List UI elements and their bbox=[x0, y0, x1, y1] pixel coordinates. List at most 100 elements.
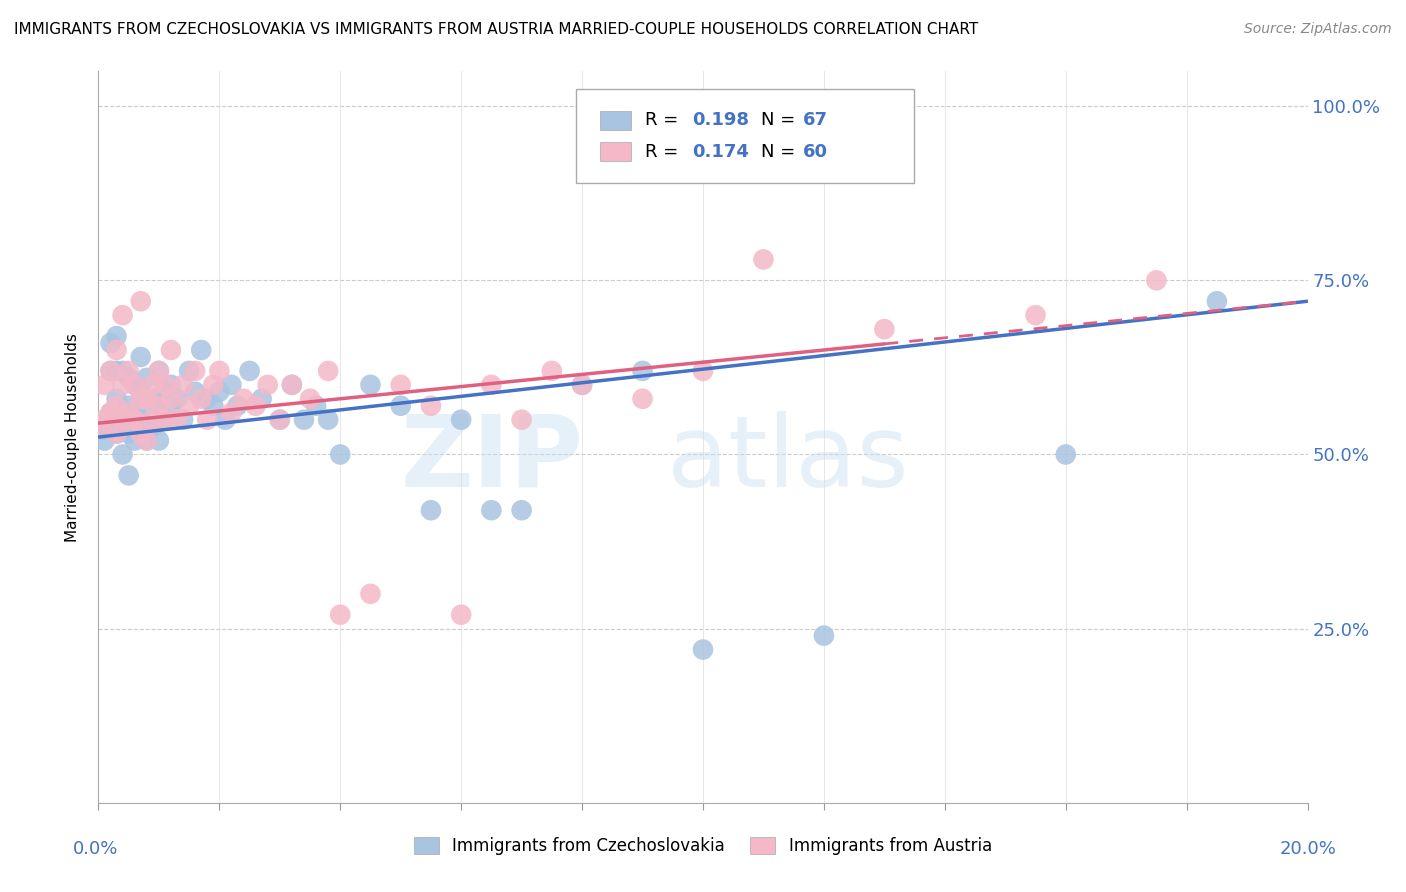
Point bbox=[160, 377, 183, 392]
Point bbox=[129, 384, 152, 399]
Point bbox=[90, 423, 112, 437]
Point bbox=[93, 434, 115, 448]
Point bbox=[93, 416, 115, 430]
Point bbox=[316, 412, 339, 426]
Point bbox=[232, 392, 254, 406]
Point bbox=[873, 322, 896, 336]
Point bbox=[292, 412, 315, 426]
Point bbox=[153, 384, 176, 399]
Text: atlas: atlas bbox=[666, 410, 908, 508]
Point bbox=[208, 384, 231, 399]
Point bbox=[214, 412, 236, 426]
Point bbox=[124, 412, 146, 426]
Point bbox=[129, 426, 152, 441]
Point bbox=[105, 426, 128, 441]
Point bbox=[316, 364, 339, 378]
Point bbox=[329, 607, 352, 622]
Legend: Immigrants from Czechoslovakia, Immigrants from Austria: Immigrants from Czechoslovakia, Immigran… bbox=[408, 830, 998, 862]
Point bbox=[631, 392, 654, 406]
Point bbox=[256, 377, 278, 392]
Point bbox=[160, 392, 183, 406]
Point bbox=[202, 377, 225, 392]
Point bbox=[239, 364, 262, 378]
Point bbox=[105, 343, 128, 357]
Point bbox=[202, 399, 225, 413]
Point bbox=[93, 412, 115, 426]
Point bbox=[329, 448, 352, 462]
Point bbox=[124, 377, 146, 392]
Point bbox=[111, 412, 134, 426]
Point bbox=[93, 377, 115, 392]
Point bbox=[100, 364, 122, 378]
Point bbox=[160, 399, 183, 413]
Point bbox=[105, 364, 128, 378]
Point bbox=[172, 412, 194, 426]
Point bbox=[166, 392, 188, 406]
Point bbox=[179, 364, 201, 378]
Point bbox=[245, 399, 267, 413]
Point bbox=[124, 377, 146, 392]
Point bbox=[1024, 308, 1046, 322]
Point bbox=[105, 392, 128, 406]
Point bbox=[269, 412, 291, 426]
Point bbox=[389, 377, 412, 392]
Point bbox=[1054, 448, 1077, 462]
Text: 20.0%: 20.0% bbox=[1279, 840, 1336, 858]
Point bbox=[250, 392, 273, 406]
Point bbox=[179, 399, 201, 413]
Point bbox=[129, 392, 152, 406]
Point bbox=[571, 377, 593, 392]
Point bbox=[118, 364, 141, 378]
Text: 0.198: 0.198 bbox=[692, 112, 749, 129]
Point bbox=[184, 384, 207, 399]
Point bbox=[631, 364, 654, 378]
Point bbox=[135, 399, 157, 413]
Point bbox=[118, 426, 141, 441]
Point bbox=[510, 503, 533, 517]
Point bbox=[221, 377, 243, 392]
Point bbox=[118, 406, 141, 420]
Point bbox=[389, 399, 412, 413]
Point bbox=[135, 434, 157, 448]
Point bbox=[450, 607, 472, 622]
Text: R =: R = bbox=[645, 112, 685, 129]
Point bbox=[208, 364, 231, 378]
Point bbox=[100, 336, 122, 351]
Point bbox=[111, 308, 134, 322]
Point bbox=[135, 371, 157, 385]
Text: 0.0%: 0.0% bbox=[73, 840, 118, 858]
Text: 0.174: 0.174 bbox=[692, 143, 748, 161]
Point bbox=[135, 434, 157, 448]
Point bbox=[195, 392, 218, 406]
Point bbox=[305, 399, 328, 413]
Point bbox=[281, 377, 304, 392]
Point bbox=[124, 412, 146, 426]
Point bbox=[148, 364, 170, 378]
Point bbox=[481, 377, 503, 392]
Point bbox=[135, 392, 157, 406]
Text: ZIP: ZIP bbox=[401, 410, 583, 508]
Point bbox=[360, 377, 382, 392]
Point bbox=[692, 642, 714, 657]
Point bbox=[481, 503, 503, 517]
Point bbox=[142, 419, 165, 434]
Point bbox=[111, 412, 134, 426]
Point bbox=[153, 412, 176, 426]
Point bbox=[190, 343, 212, 357]
Point bbox=[153, 377, 176, 392]
Point bbox=[142, 377, 165, 392]
Point bbox=[172, 377, 194, 392]
Point bbox=[813, 629, 835, 643]
Point bbox=[190, 392, 212, 406]
Text: 67: 67 bbox=[803, 112, 828, 129]
Point bbox=[142, 392, 165, 406]
Point bbox=[752, 252, 775, 267]
Point bbox=[105, 329, 128, 343]
Text: N =: N = bbox=[761, 112, 800, 129]
Point bbox=[111, 364, 134, 378]
Text: 60: 60 bbox=[803, 143, 828, 161]
Point bbox=[420, 399, 443, 413]
Point bbox=[105, 426, 128, 441]
Point bbox=[1206, 294, 1229, 309]
Point bbox=[148, 434, 170, 448]
